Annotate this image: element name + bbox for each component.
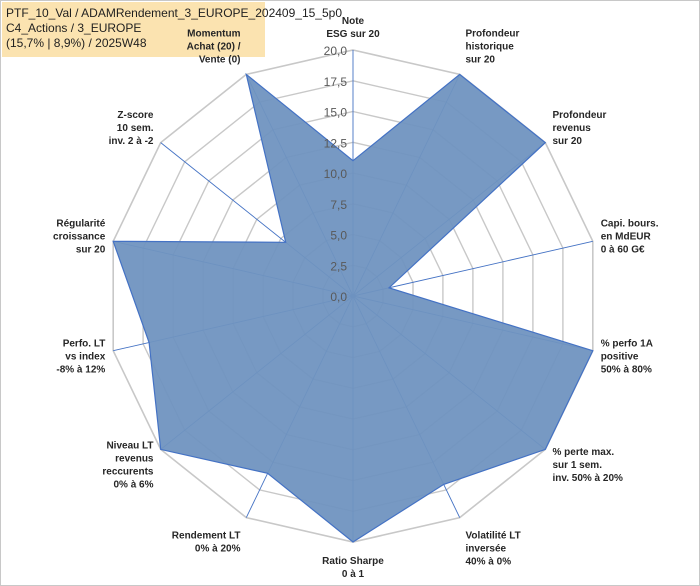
axis-label-line: 0% à 20% [195, 543, 241, 554]
tick-label: 15,0 [324, 106, 348, 120]
axis-label: Note ESG sur 20 [326, 16, 380, 40]
axis-label-line: croissance [53, 231, 106, 242]
axis-label-line: -8% à 12% [56, 365, 105, 376]
axis-label-line: Achat (20) / [187, 42, 241, 53]
axis-label-line: % perfo 1A [601, 339, 653, 350]
axis-label-line: Note [342, 16, 365, 27]
axis-label-line: 0 à 1 [342, 569, 365, 580]
axis-label-line: Profondeur [553, 110, 607, 121]
axis-label: Capi. bours. en MdEUR 0 à 60 G€ [601, 218, 659, 255]
axis-label-line: Z-score [117, 110, 154, 121]
axis-label-line: 10 sem. [117, 123, 154, 134]
axis-label: % perfo 1A positive 50% à 80% [601, 339, 653, 376]
title-line-1: PTF_10_Val / ADAMRendement_3_EUROPE_2024… [6, 6, 342, 20]
axis-label: Niveau LT revenus reccurents 0% à 6% [102, 440, 154, 490]
axis-label-line: Capi. bours. [601, 218, 659, 229]
axis-label-line: 40% à 0% [466, 556, 512, 567]
axis-label-line: positive [601, 352, 639, 363]
tick-label: 0,0 [330, 290, 347, 304]
axis-label-line: Niveau LT [106, 440, 153, 451]
title-line-2: C4_Actions / 3_EUROPE [6, 21, 142, 35]
axis-label: Profondeur revenus sur 20 [553, 110, 607, 147]
axis-label-line: revenus [553, 123, 592, 134]
axis-label: Z-score 10 sem. inv. 2 à -2 [109, 110, 154, 147]
axis-label: Profondeur historique sur 20 [466, 29, 520, 66]
axis-label-line: Perfo. LT [63, 339, 106, 350]
axis-label-line: en MdEUR [601, 231, 652, 242]
tick-label: 7,5 [330, 198, 347, 212]
axis-label-line: 0% à 6% [113, 479, 153, 490]
radar-axis-labels: Note ESG sur 20 Profondeur historique sur 20… [53, 16, 659, 580]
axis-label-line: Momentum [187, 29, 240, 40]
tick-label: 5,0 [330, 229, 347, 243]
axis-label-line: inversée [466, 543, 507, 554]
tick-label: 10,0 [324, 167, 348, 181]
radar-series [112, 72, 594, 543]
axis-label-line: sur 20 [553, 136, 583, 147]
chart-title-box: PTF_10_Val / ADAMRendement_3_EUROPE_2024… [2, 2, 342, 57]
axis-label-line: reccurents [102, 466, 154, 477]
axis-label-line: sur 20 [76, 244, 106, 255]
axis-label-line: sur 20 [466, 55, 496, 66]
axis-spoke [352, 240, 593, 297]
axis-label-line: Rendement LT [172, 530, 241, 541]
radar-tick-labels: 0,0 2,5 5,0 7,5 10,0 12,5 15,0 17,5 20,0 [324, 44, 348, 304]
axis-label-line: % perte max. [553, 447, 615, 458]
axis-label-line: inv. 2 à -2 [109, 136, 154, 147]
axis-label-line: historique [466, 42, 515, 53]
axis-label: Rendement LT 0% à 20% [172, 530, 241, 554]
axis-label-line: inv. 50% à 20% [553, 473, 624, 484]
tick-label: 2,5 [330, 259, 347, 273]
axis-label-line: vs index [65, 352, 105, 363]
axis-label-line: Régularité [56, 218, 105, 229]
axis-label-line: 50% à 80% [601, 365, 652, 376]
tick-label: 20,0 [324, 44, 348, 58]
axis-label-line: Profondeur [466, 29, 520, 40]
axis-label-line: Ratio Sharpe [322, 556, 384, 567]
axis-label: % perte max. sur 1 sem. inv. 50% à 20% [553, 447, 624, 484]
axis-label: Régularité croissance sur 20 [53, 218, 106, 255]
axis-label-line: sur 1 sem. [553, 460, 603, 471]
axis-label: Volatilité LT inversée 40% à 0% [466, 530, 521, 567]
axis-label-line: ESG sur 20 [326, 29, 380, 40]
axis-label: Ratio Sharpe 0 à 1 [322, 556, 384, 580]
tick-label: 17,5 [324, 75, 348, 89]
axis-label-line: Volatilité LT [466, 530, 521, 541]
axis-label-line: Vente (0) [199, 55, 241, 66]
tick-label: 12,5 [324, 136, 348, 150]
title-line-3: (15,7% | 8,9%) / 2025W48 [6, 36, 147, 50]
axis-label: Momentum Achat (20) / Vente (0) [187, 29, 241, 66]
axis-label: Perfo. LT vs index -8% à 12% [56, 339, 105, 376]
axis-label-line: revenus [115, 453, 154, 464]
axis-label-line: 0 à 60 G€ [601, 244, 645, 255]
